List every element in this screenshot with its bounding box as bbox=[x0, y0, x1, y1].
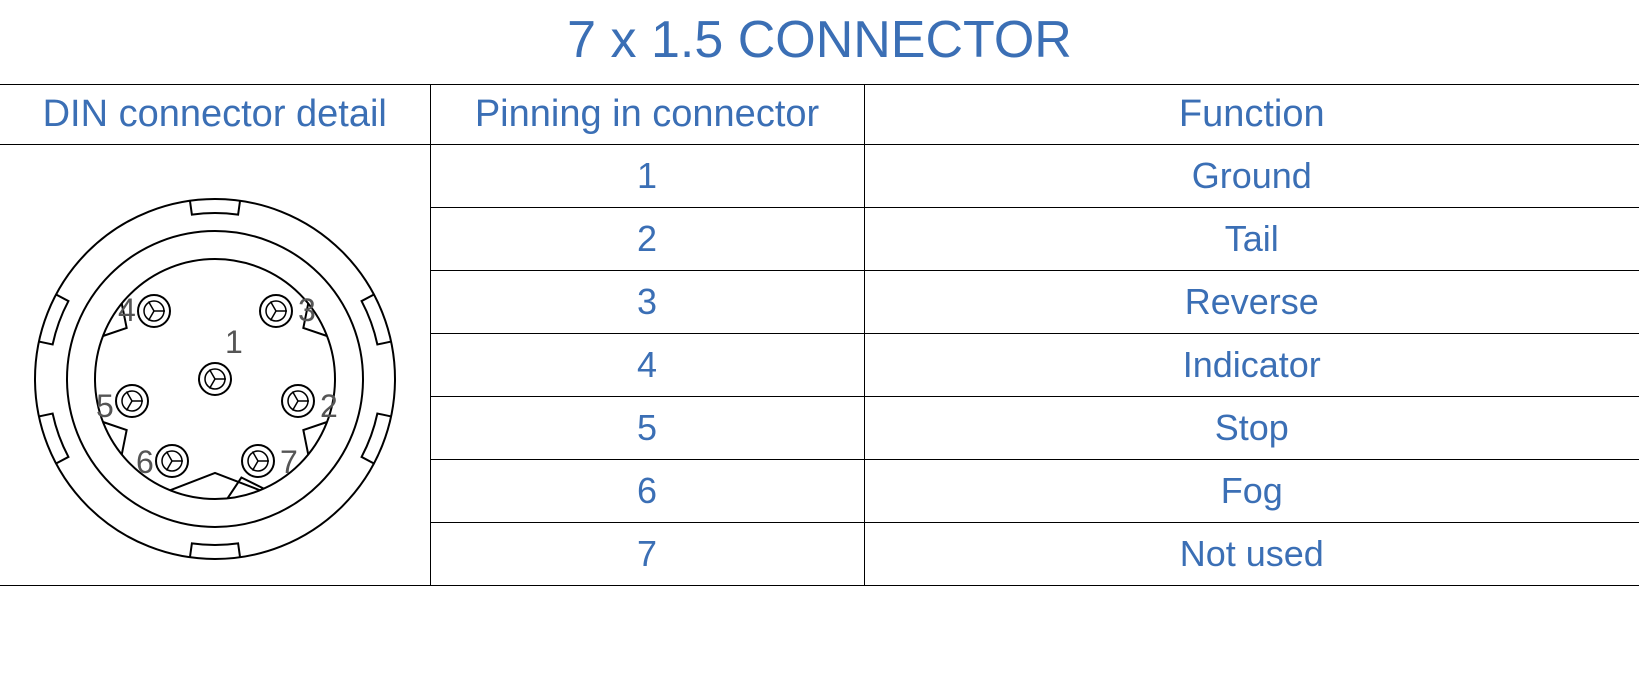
pin-number: 3 bbox=[430, 271, 864, 334]
pin-func: Reverse bbox=[864, 271, 1639, 334]
pin-func: Not used bbox=[864, 523, 1639, 586]
col-header-func: Function bbox=[864, 85, 1639, 145]
svg-text:4: 4 bbox=[118, 292, 136, 328]
pin-number: 4 bbox=[430, 334, 864, 397]
table-title: 7 x 1.5 CONNECTOR bbox=[0, 0, 1639, 85]
pin-number: 6 bbox=[430, 460, 864, 523]
pin-number: 5 bbox=[430, 397, 864, 460]
svg-text:2: 2 bbox=[320, 388, 338, 424]
svg-text:7: 7 bbox=[280, 444, 298, 480]
pin-func: Tail bbox=[864, 208, 1639, 271]
connector-spec-table: 7 x 1.5 CONNECTOR DIN connector detail P… bbox=[0, 0, 1639, 681]
pin-func: Fog bbox=[864, 460, 1639, 523]
pin-number: 7 bbox=[430, 523, 864, 586]
pin-number: 2 bbox=[430, 208, 864, 271]
connector-diagram-cell: 1 2 3 4 56 7 bbox=[0, 145, 430, 586]
svg-text:6: 6 bbox=[136, 444, 154, 480]
pin-number: 1 bbox=[430, 145, 864, 208]
pin-func: Stop bbox=[864, 397, 1639, 460]
svg-text:3: 3 bbox=[298, 292, 316, 328]
pin-func: Indicator bbox=[864, 334, 1639, 397]
svg-text:5: 5 bbox=[96, 388, 114, 424]
connector-face-icon: 1 2 3 4 56 7 bbox=[20, 179, 410, 569]
spec-table: 7 x 1.5 CONNECTOR DIN connector detail P… bbox=[0, 0, 1639, 586]
col-header-detail: DIN connector detail bbox=[0, 85, 430, 145]
svg-text:1: 1 bbox=[225, 324, 243, 360]
col-header-pinning: Pinning in connector bbox=[430, 85, 864, 145]
pin-func: Ground bbox=[864, 145, 1639, 208]
